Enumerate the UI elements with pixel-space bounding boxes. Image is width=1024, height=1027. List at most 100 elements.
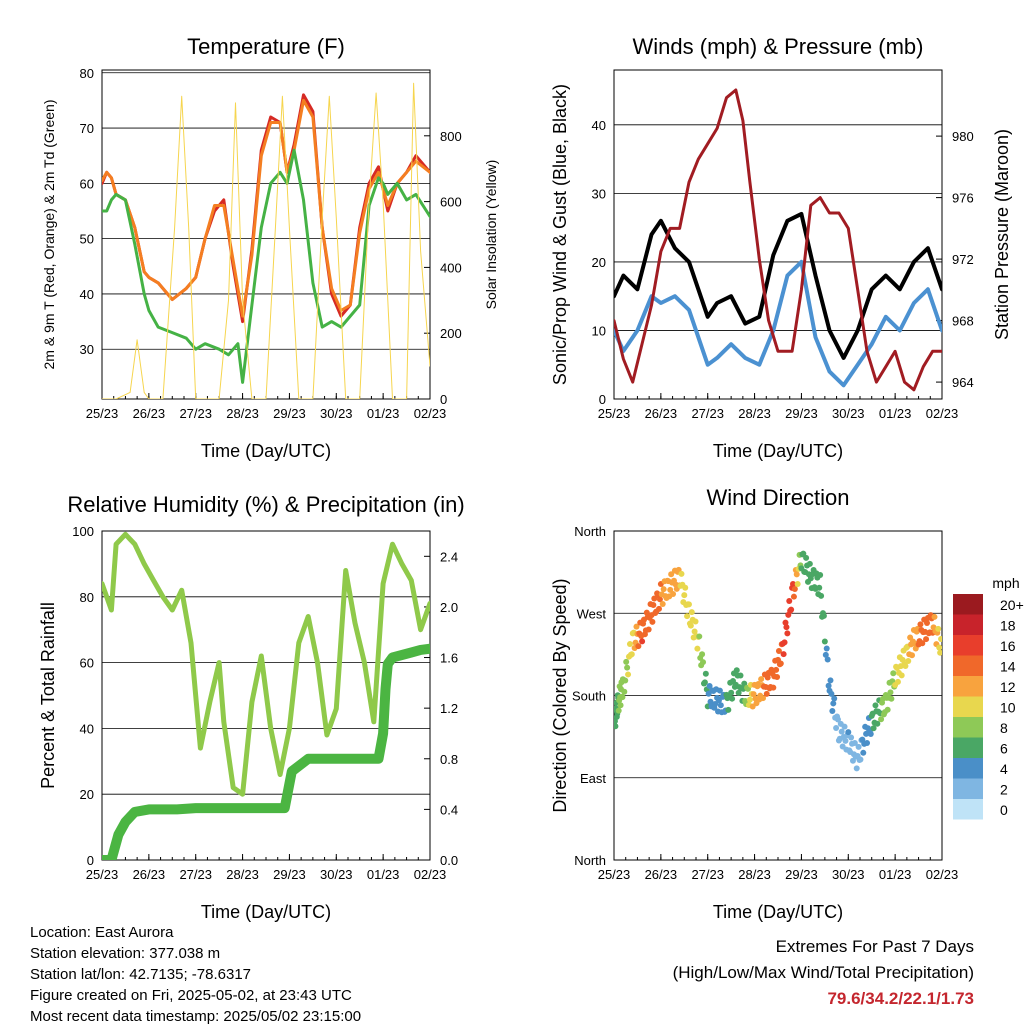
series-group	[102, 531, 430, 860]
series-line	[102, 148, 430, 384]
direction-point	[878, 716, 885, 723]
direction-point	[822, 651, 829, 658]
x-axis-label: Time (Day/UTC)	[201, 441, 331, 461]
direction-point	[621, 688, 628, 695]
x-tick-label: 30/23	[320, 867, 353, 882]
direction-point	[733, 667, 740, 674]
y2-tick-label: 968	[952, 314, 974, 329]
extremes-values: 79.6/34.2/22.1/1.73	[827, 989, 974, 1008]
direction-point	[888, 695, 895, 702]
x-tick-label: 29/23	[785, 406, 818, 421]
x-tick-label: 30/23	[320, 406, 353, 421]
direction-point	[694, 645, 701, 652]
direction-point	[937, 649, 942, 656]
y2-tick-label: 0.8	[440, 752, 458, 767]
panel-2	[101, 530, 431, 861]
colorbar-label: 6	[1000, 741, 1008, 757]
x-tick-label: 01/23	[879, 867, 912, 882]
x-tick-label: 28/23	[738, 406, 771, 421]
direction-point	[678, 570, 685, 577]
direction-point	[830, 700, 837, 707]
direction-point	[746, 696, 753, 703]
y-tick-label: 50	[80, 232, 94, 247]
y-tick-label: 60	[80, 176, 94, 191]
direction-point	[931, 613, 938, 620]
colorbar-label: 10	[1000, 700, 1016, 716]
colorbar-swatch	[953, 594, 983, 615]
y-axis-label: Sonic/Prop Wind & Gust (Blue, Black)	[550, 84, 570, 385]
x-tick-label: 25/23	[86, 867, 119, 882]
direction-point	[729, 695, 736, 702]
y2-axis-label: Station Pressure (Maroon)	[992, 129, 1012, 340]
direction-point	[917, 621, 924, 628]
direction-point	[788, 606, 795, 613]
direction-point	[625, 671, 632, 678]
direction-point	[691, 628, 698, 635]
y-tick-label: 0	[599, 392, 606, 407]
direction-point	[872, 702, 879, 709]
direction-point	[645, 626, 652, 633]
series-line	[102, 82, 430, 399]
x-tick-label: 30/23	[832, 406, 865, 421]
colorbar-label: 4	[1000, 761, 1008, 777]
x-tick-label: 29/23	[785, 867, 818, 882]
extremes-box: Extremes For Past 7 Days (High/Low/Max W…	[673, 934, 974, 1012]
direction-point	[890, 670, 897, 677]
y2-tick-label: 976	[952, 191, 974, 206]
direction-point	[806, 560, 813, 567]
colorbar-swatch	[953, 737, 983, 758]
direction-point	[773, 666, 780, 673]
direction-point	[685, 601, 692, 608]
series-line	[614, 88, 942, 392]
direction-point	[781, 639, 788, 646]
y-axis-label: 2m & 9m T (Red, Orange) & 2m Td (Green)	[41, 100, 57, 370]
direction-point	[784, 630, 791, 637]
direction-point	[794, 580, 801, 587]
extremes-subtitle: (High/Low/Max Wind/Total Precipitation)	[672, 963, 974, 982]
colorbar-swatch	[953, 717, 983, 738]
direction-point	[775, 647, 782, 654]
direction-point	[687, 622, 694, 629]
x-tick-label: 26/23	[133, 406, 166, 421]
direction-point	[853, 765, 860, 772]
x-tick-label: 02/23	[926, 867, 959, 882]
y-tick-label: 70	[80, 121, 94, 136]
direction-point	[701, 679, 708, 686]
x-tick-label: 01/23	[367, 406, 400, 421]
y2-tick-label: 0.4	[440, 802, 458, 817]
direction-point	[783, 624, 790, 631]
direction-point	[841, 723, 848, 730]
colorbar-label: 8	[1000, 720, 1008, 736]
direction-point	[909, 652, 916, 659]
direction-point	[650, 601, 657, 608]
plot-frame	[101, 69, 431, 400]
direction-point	[707, 698, 714, 705]
y-tick-label: South	[572, 689, 606, 704]
colorbar-label: 12	[1000, 679, 1016, 695]
direction-point	[803, 554, 810, 561]
colorbar-swatch	[953, 676, 983, 697]
direction-point	[628, 651, 635, 658]
colorbar-swatch	[953, 655, 983, 676]
direction-point	[624, 664, 631, 671]
location-text: Location: East Aurora	[30, 924, 174, 941]
direction-point	[692, 618, 699, 625]
x-axis-label: Time (Day/UTC)	[713, 902, 843, 922]
colorbar-swatch	[953, 635, 983, 656]
direction-point	[639, 638, 646, 645]
series-group	[614, 550, 942, 772]
direction-point	[823, 645, 830, 652]
direction-point	[777, 660, 784, 667]
direction-point	[659, 600, 666, 607]
direction-point	[782, 619, 789, 626]
direction-point	[681, 592, 688, 599]
direction-point	[656, 596, 663, 603]
direction-point	[884, 706, 891, 713]
colorbar-swatch	[953, 799, 983, 820]
direction-point	[614, 723, 619, 730]
direction-point	[717, 702, 724, 709]
y-tick-label: 80	[80, 590, 94, 605]
direction-point	[712, 701, 719, 708]
panel-title: Relative Humidity (%) & Precipitation (i…	[67, 492, 464, 517]
y-axis-label: Direction (Colored By Speed)	[550, 578, 570, 812]
